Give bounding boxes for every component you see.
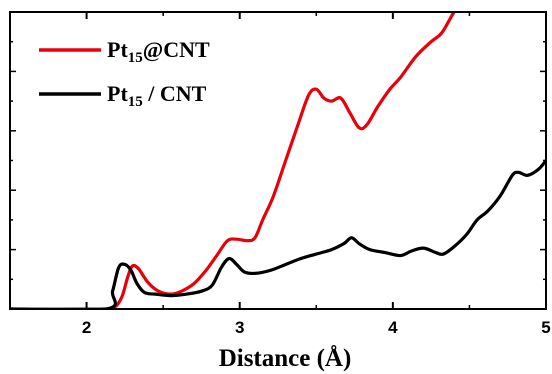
legend: Pt15@CNT Pt15 / CNT: [39, 37, 210, 110]
tick-layer: [9, 11, 547, 310]
series-line-pt15-at-cnt: [10, 12, 457, 309]
plot-area: [10, 12, 546, 309]
series-layer: [10, 12, 546, 309]
x-tick-labels: 2 3 4 5: [82, 318, 551, 337]
series-line-pt15-slash-cnt: [10, 159, 546, 309]
x-axis-title: Distance (Å): [219, 344, 352, 372]
x-tick-label: 5: [541, 318, 550, 337]
x-tick-label: 2: [82, 318, 91, 337]
legend-label: Pt15@CNT: [107, 37, 210, 66]
legend-label: Pt15 / CNT: [107, 81, 207, 110]
x-tick-label: 4: [388, 318, 398, 337]
x-tick-label: 3: [235, 318, 244, 337]
